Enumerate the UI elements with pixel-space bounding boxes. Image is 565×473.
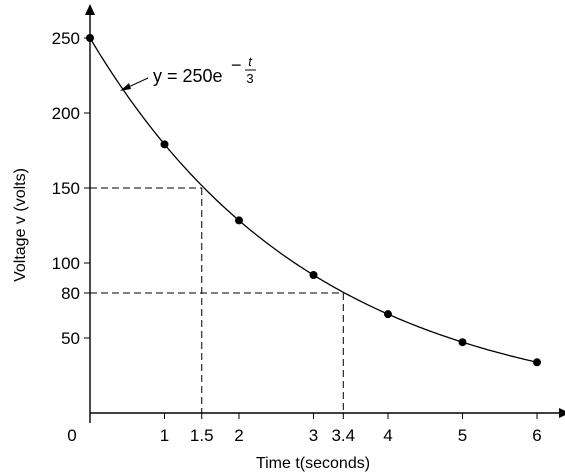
axes [84,4,565,423]
data-point [86,34,94,42]
x-tick-label: 3 [309,426,318,445]
exponent-denominator: 3 [246,71,253,86]
equation-label: y = 250e [153,66,223,86]
data-point [384,310,392,319]
data-point [160,140,169,149]
y-axis-arrowhead [85,4,95,15]
y-tick-label: 100 [52,254,80,273]
equation-minus: − [231,55,242,75]
exponent-numerator: t [248,54,253,69]
data-point [309,271,318,279]
data-point [235,216,243,225]
equation-annotation: y = 250e − t 3 [120,54,256,91]
x-tick-label: 4 [383,426,392,445]
tick-labels: 1 1.5 2 3 3.4 4 5 6 50 80 100 150 200 250 [52,29,542,445]
y-tick-label: 50 [61,329,80,348]
x-tick-label: 6 [532,426,541,445]
data-points [86,34,541,367]
data-point [458,338,467,347]
x-tick-label: 2 [234,426,243,445]
x-tick-label: 5 [458,426,467,445]
y-tick-label: 200 [52,104,80,123]
y-axis-title: Voltage v (volts) [12,168,29,282]
y-tick-label: 250 [52,29,80,48]
x-axis-title: Time t(seconds) [256,455,370,472]
y-tick-label: 150 [52,179,80,198]
x-tick-label: 1 [160,426,169,445]
x-tick-label: 3.4 [331,426,355,445]
reference-lines [90,187,344,413]
y-tick-label: 80 [61,284,80,303]
origin-label: 0 [67,426,76,445]
decay-curve [89,37,538,363]
annotation-arrowhead [120,83,131,91]
x-tick-label: 1.5 [190,426,214,445]
data-point [533,358,541,367]
x-axis-arrowhead [559,408,565,418]
